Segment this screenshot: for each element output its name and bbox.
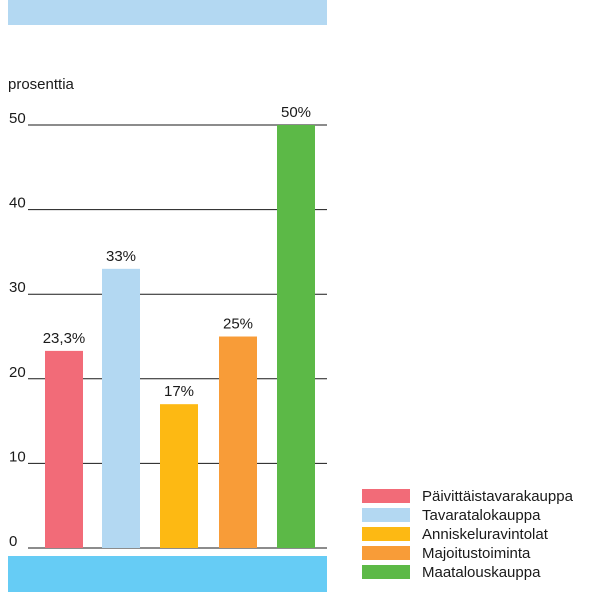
y-axis-label: prosenttia [8, 76, 75, 93]
y-tick-label-10: 10 [9, 448, 26, 465]
legend-swatch-5 [362, 565, 410, 579]
legend-swatch-2 [362, 508, 410, 522]
bar-1 [45, 350, 83, 548]
legend-swatch-4 [362, 546, 410, 560]
y-axis-ticks: 0 10 20 30 40 50 [9, 110, 26, 550]
bar-2 [102, 268, 140, 548]
data-label-2: 33% [106, 248, 136, 265]
legend-swatch-1 [362, 489, 410, 503]
data-labels: 23,3% 33% 17% 25% 50% [43, 104, 311, 400]
data-label-5: 50% [281, 104, 311, 121]
bar-3 [160, 404, 198, 548]
y-tick-label-20: 20 [9, 364, 26, 381]
bar-4 [219, 336, 257, 548]
bar-5 [277, 125, 315, 548]
legend: Päivittäistavarakauppa Tavaratalokauppa An… [362, 488, 574, 581]
legend-label-5: Maatalouskauppa [422, 564, 541, 581]
legend-label-4: Majoitustoiminta [422, 545, 531, 562]
y-tick-label-40: 40 [9, 195, 26, 212]
bars [45, 125, 315, 548]
y-tick-label-0: 0 [9, 533, 17, 550]
legend-label-1: Päivittäistavarakauppa [422, 488, 574, 505]
y-tick-label-50: 50 [9, 110, 26, 127]
top-band [8, 0, 327, 25]
bottom-band [8, 556, 327, 592]
legend-label-2: Tavaratalokauppa [422, 507, 541, 524]
y-tick-label-30: 30 [9, 279, 26, 296]
data-label-1: 23,3% [43, 330, 86, 347]
data-label-4: 25% [223, 316, 253, 333]
legend-swatch-3 [362, 527, 410, 541]
legend-label-3: Anniskeluravintolat [422, 526, 549, 543]
data-label-3: 17% [164, 383, 194, 400]
